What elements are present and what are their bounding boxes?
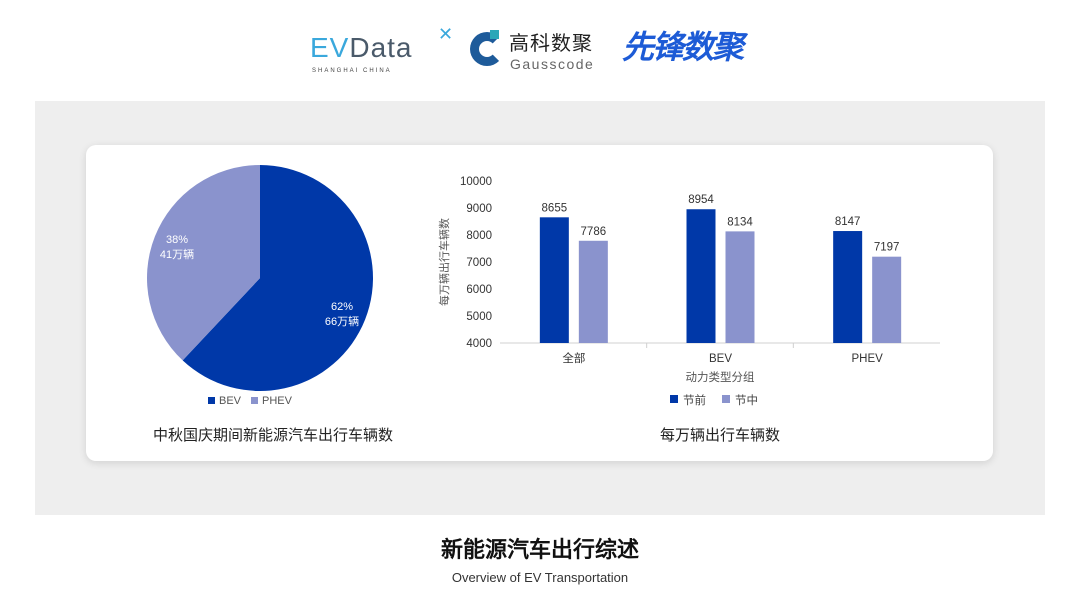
xianfeng-logo: 先锋数聚 bbox=[622, 28, 744, 66]
evdata-logo-ev: EV bbox=[310, 32, 350, 63]
pie-percent-label: 62% bbox=[331, 301, 353, 313]
gausscode-logo-square bbox=[490, 30, 499, 39]
y-tick-label: 5000 bbox=[466, 311, 492, 323]
legend-swatch bbox=[670, 395, 678, 403]
legend-label: 节前 bbox=[683, 393, 706, 407]
evdata-logo-subtitle: SHANGHAI CHINA bbox=[312, 68, 392, 74]
bar-before bbox=[539, 217, 569, 343]
bar-during bbox=[578, 240, 608, 343]
x-tick-label: PHEV bbox=[852, 353, 884, 365]
legend-label: PHEV bbox=[262, 395, 293, 407]
y-axis-title: 每万辆出行车辆数 bbox=[437, 218, 451, 306]
bar-before bbox=[686, 209, 716, 343]
evdata-logo-data: Data bbox=[349, 32, 413, 63]
bar-data-label: 7197 bbox=[874, 242, 900, 254]
y-tick-label: 4000 bbox=[466, 338, 492, 350]
bar-chart-title: 每万辆出行车辆数 bbox=[659, 427, 780, 444]
bar-data-label: 8134 bbox=[727, 216, 753, 228]
pie-chart: 62%66万辆 38%41万辆 BEV PHEV bbox=[147, 165, 373, 407]
gausscode-logo-icon bbox=[470, 32, 504, 66]
legend-swatch-phev bbox=[251, 397, 258, 404]
legend-label: 节中 bbox=[735, 394, 758, 407]
y-tick-label: 6000 bbox=[466, 284, 492, 296]
legend-swatch-bev bbox=[208, 397, 215, 404]
gausscode-logo-en: Gausscode bbox=[510, 56, 595, 72]
bar-chart: 4000 5000 6000 7000 8000 9000 10000 全部 8655 7786 B… bbox=[437, 176, 940, 407]
bar-data-label: 7786 bbox=[581, 226, 607, 238]
y-tick-label: 7000 bbox=[466, 257, 492, 269]
pie-value-label: 41万辆 bbox=[160, 247, 194, 261]
bar-during bbox=[872, 256, 902, 343]
gausscode-logo-cn: 高科数聚 bbox=[509, 31, 593, 55]
pie-slice-bev bbox=[182, 165, 373, 391]
logo-bar: EVData ✕ SHANGHAI CHINA 高科数聚 Gausscode 先… bbox=[0, 20, 1080, 80]
x-axis-title: 动力类型分组 bbox=[686, 370, 755, 384]
evdata-x-mark-icon: ✕ bbox=[438, 24, 454, 44]
y-tick-label: 8000 bbox=[466, 230, 492, 242]
x-tick-label: BEV bbox=[709, 353, 732, 365]
legend-swatch bbox=[722, 395, 730, 403]
pie-value-label: 66万辆 bbox=[325, 314, 359, 328]
bar-data-label: 8655 bbox=[542, 202, 568, 214]
pie-chart-title: 中秋国庆期间新能源汽车出行车辆数 bbox=[152, 427, 393, 444]
page-subtitle: Overview of EV Transportation bbox=[451, 570, 629, 585]
x-tick-label: 全部 bbox=[562, 351, 585, 365]
page-title: 新能源汽车出行综述 bbox=[440, 538, 639, 563]
pie-percent-label: 38% bbox=[166, 234, 188, 246]
pie-slice-phev bbox=[147, 165, 260, 361]
bar-data-label: 8954 bbox=[688, 194, 714, 206]
bar-before bbox=[833, 231, 863, 343]
y-tick-label: 10000 bbox=[460, 176, 492, 188]
evdata-logo: EVData bbox=[310, 32, 413, 64]
y-tick-label: 9000 bbox=[466, 203, 492, 215]
legend-label: BEV bbox=[219, 395, 242, 407]
bar-data-label: 8147 bbox=[835, 216, 861, 228]
bar-during bbox=[725, 231, 755, 343]
